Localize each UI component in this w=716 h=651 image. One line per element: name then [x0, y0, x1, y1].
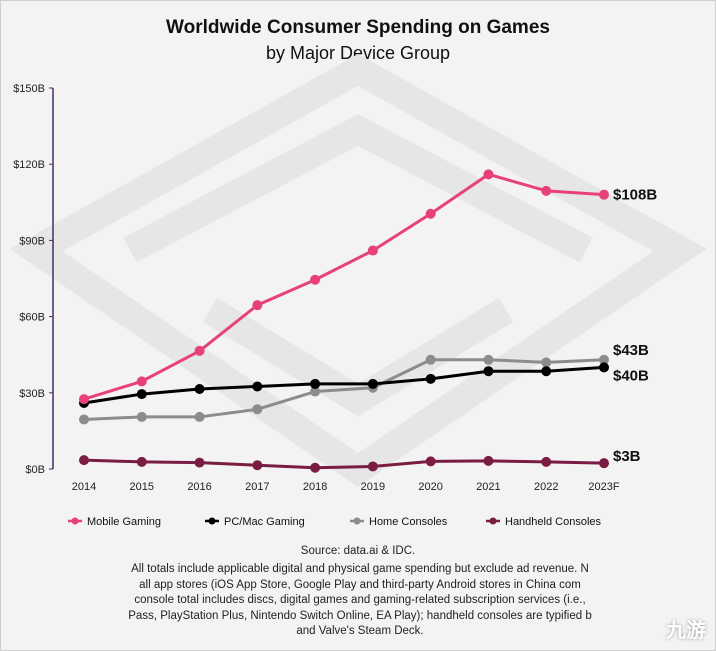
- y-tick-label: $120B: [13, 159, 45, 171]
- data-point: [194, 383, 205, 394]
- line-chart: $0B$30B$60B$90B$120B$150B 2014 2015 2016 20…: [9, 53, 707, 528]
- x-tick-label: 2019: [361, 481, 385, 493]
- data-point: [599, 458, 609, 469]
- data-point: [599, 189, 609, 200]
- legend-item: PC/Mac Gaming: [205, 516, 305, 528]
- x-tick-label: 2014: [72, 481, 96, 493]
- series-line: [83, 358, 605, 421]
- series-handheld-consoles: [79, 455, 609, 473]
- data-point: [541, 456, 552, 467]
- series-line: [83, 365, 605, 405]
- x-tick-label: 2016: [187, 481, 211, 493]
- legend-item: Mobile Gaming: [68, 516, 161, 528]
- data-point: [599, 354, 609, 365]
- legend-label: PC/Mac Gaming: [224, 516, 305, 528]
- data-point: [367, 461, 378, 472]
- data-point: [367, 245, 378, 256]
- end-value-label: $40B: [613, 367, 649, 384]
- series-line: [83, 458, 605, 470]
- legend: Mobile Gaming PC/Mac Gaming Home Consoles H…: [68, 516, 602, 528]
- data-point: [483, 366, 494, 377]
- x-tick-label: 2015: [130, 481, 154, 493]
- data-point: [425, 208, 436, 219]
- data-point: [367, 378, 378, 389]
- data-point: [483, 455, 494, 466]
- end-value-label: $43B: [613, 342, 649, 359]
- data-point: [194, 345, 205, 356]
- data-point: [79, 414, 89, 425]
- data-point: [79, 394, 89, 405]
- data-point: [483, 354, 494, 365]
- data-point: [310, 274, 321, 285]
- data-point: [541, 185, 552, 196]
- data-point: [136, 376, 147, 387]
- y-tick-label: $90B: [19, 235, 45, 247]
- y-tick-label: $0B: [25, 464, 45, 476]
- legend-swatch-marker: [489, 517, 497, 525]
- footnote: All totals include applicable digital an…: [40, 562, 680, 640]
- end-value-label: $108B: [613, 187, 657, 204]
- y-tick-label: $60B: [19, 312, 45, 324]
- legend-item: Home Consoles: [350, 516, 448, 528]
- data-point: [310, 378, 321, 389]
- series-home-consoles: [79, 354, 609, 425]
- x-axis: 2014 2015 2016 2017 2018 2019 2020 2021 2022 2023…: [72, 481, 620, 493]
- chart-title: Worldwide Consumer Spending on Games: [166, 17, 550, 38]
- data-point: [136, 389, 147, 400]
- legend-label: Handheld Consoles: [505, 516, 602, 528]
- background-watermark-shape: [9, 53, 707, 487]
- series-layer: [79, 169, 609, 473]
- x-tick-label: 2018: [303, 481, 327, 493]
- data-point: [425, 456, 436, 467]
- chart-subtitle: by Major Device Group: [265, 43, 451, 63]
- y-axis: $0B $30B $60B $90B $120B $150B: [13, 83, 53, 476]
- data-point: [599, 362, 609, 373]
- x-tick-label: 2021: [476, 481, 500, 493]
- footnote-line: and Valve's Steam Deck.: [296, 625, 424, 637]
- data-point: [483, 169, 494, 180]
- end-labels: $108B $40B $43B $3B: [613, 187, 657, 465]
- data-point: [252, 300, 263, 311]
- data-point: [425, 354, 436, 365]
- legend-label: Mobile Gaming: [87, 516, 161, 528]
- footnote-line: all app stores (iOS App Store, Google Pl…: [139, 578, 581, 591]
- footnote-line: Pass, PlayStation Plus, Nintendo Switch …: [128, 609, 592, 622]
- y-tick-label: $150B: [13, 83, 45, 95]
- series-pc-mac-gaming: [79, 362, 609, 408]
- end-value-label: $3B: [613, 448, 641, 465]
- data-point: [136, 411, 147, 422]
- x-tick-label: 2017: [245, 481, 269, 493]
- footnote-line: All totals include applicable digital an…: [131, 563, 589, 575]
- data-point: [194, 411, 205, 422]
- y-tick-label: $30B: [19, 388, 45, 400]
- x-tick-label: 2020: [418, 481, 442, 493]
- data-point: [252, 404, 263, 415]
- data-point: [310, 386, 321, 397]
- data-point: [79, 455, 89, 466]
- series-mobile-gaming: [79, 169, 609, 405]
- legend-swatch-marker: [208, 517, 216, 525]
- legend-swatch-marker: [353, 517, 361, 525]
- data-point: [252, 381, 263, 392]
- data-point: [252, 460, 263, 471]
- data-point: [541, 357, 552, 368]
- legend-item: Handheld Consoles: [486, 516, 602, 528]
- data-point: [136, 456, 147, 467]
- legend-label: Home Consoles: [369, 516, 448, 528]
- series-line: [83, 172, 605, 401]
- legend-swatch-marker: [71, 517, 79, 525]
- x-tick-label: 2023F: [588, 481, 619, 493]
- data-point: [541, 366, 552, 377]
- data-point: [194, 457, 205, 468]
- data-point: [425, 373, 436, 384]
- data-point: [310, 462, 321, 473]
- x-tick-label: 2022: [534, 481, 558, 493]
- source-note: Source: data.ai & IDC.: [300, 545, 416, 557]
- site-watermark: 九游: [666, 620, 706, 642]
- footnote-line: console total includes discs, digital ga…: [134, 594, 586, 606]
